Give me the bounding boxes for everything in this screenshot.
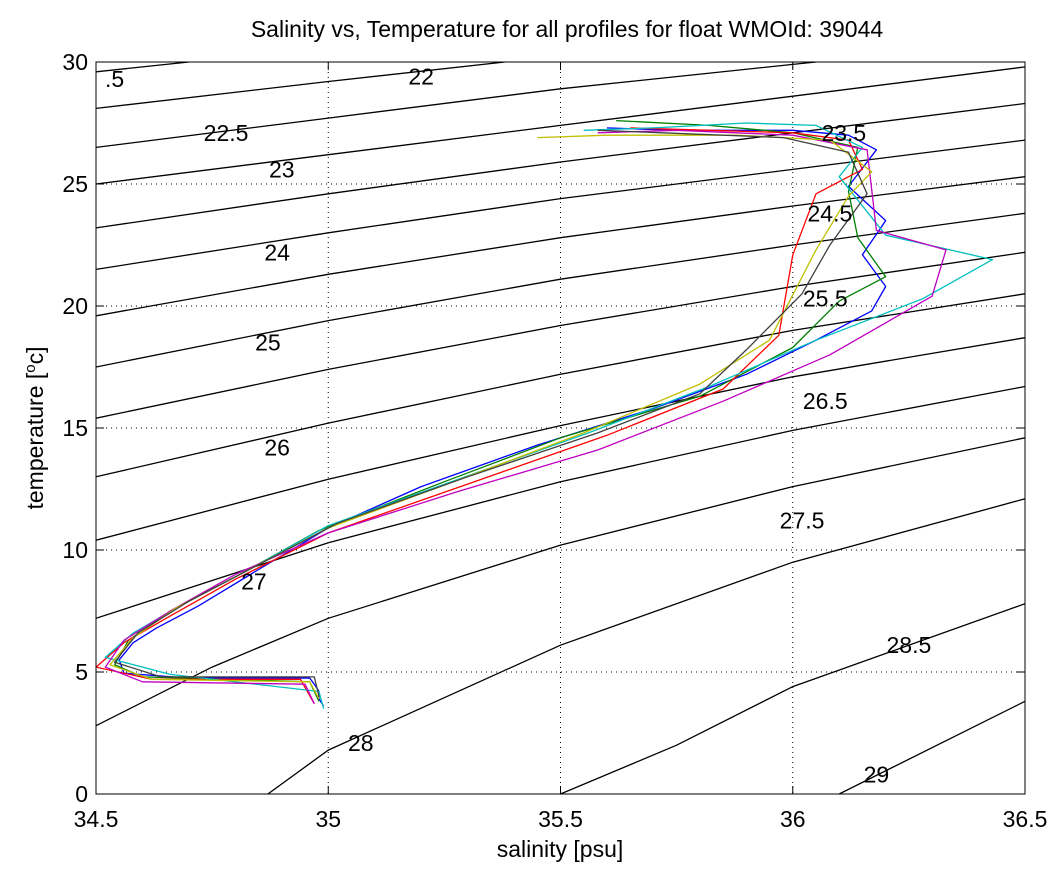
x-tick-label: 36.5 [1003,806,1048,832]
density-contour-line [96,62,817,149]
x-tick-label: 36 [780,806,806,832]
y-tick-label: 25 [62,171,88,197]
contour-label: 23.5 [821,120,866,146]
y-tick-label: 15 [62,415,88,441]
contour-label: 25.5 [803,286,848,312]
chart-title: Salinity vs, Temperature for all profile… [251,16,884,42]
y-tick-label: 0 [75,781,88,807]
y-tick-label: 5 [75,659,88,685]
contour-labels: .5 22 22.5 23 23.5 24 24.5 25 25.5 26 26.5 27 27.5 28… [105,64,931,788]
profile-line [104,122,994,709]
density-contour-line [96,176,1025,317]
contour-label: 29 [864,761,890,787]
x-tick-label: 34.5 [74,806,119,832]
contour-label: 27.5 [780,508,825,534]
y-tick-label: 20 [62,293,88,319]
contour-label: 24.5 [808,200,853,226]
y-axis-label-degree: o [22,364,39,372]
density-contour-line [96,66,1025,185]
density-contour-line [96,293,1025,478]
contour-label: 26 [264,435,290,461]
y-axis-label: temperature [oc] [22,346,49,509]
density-contour-line [96,251,1025,419]
density-contour-line [96,62,505,110]
density-contour-line [96,102,1025,229]
x-tick-label: 35.5 [538,806,583,832]
contour-label: 22.5 [204,120,249,146]
contour-label: 27 [241,569,267,595]
density-contour-line [96,212,1025,368]
contour-label: 22 [408,64,434,90]
contour-label: 26.5 [803,388,848,414]
contour-label: 28 [348,730,374,756]
y-tick-label: 10 [62,537,88,563]
profile-line [104,129,947,704]
contour-label: .5 [105,66,124,92]
density-contours [96,62,1025,794]
y-tick-label: 30 [62,49,88,75]
density-contour-line [96,139,1025,271]
profile-line [109,134,873,700]
density-contour-line [560,603,1025,794]
contour-label: 23 [269,156,295,182]
contour-label: 28.5 [886,632,931,658]
density-contour-line [267,498,1025,794]
y-axis-label-main: temperature [ [22,372,48,509]
contour-label: 24 [264,239,290,265]
x-axis-label: salinity [psu] [497,836,624,862]
profile-series [96,119,994,709]
grid-lines [96,62,1025,794]
contour-label: 25 [255,330,281,356]
x-tick-label: 35 [315,806,341,832]
density-contour-line [838,700,1025,794]
y-axis-label-unit: c] [22,346,48,364]
axis-ticks: 34.5 35 35.5 36 36.5 0 5 10 15 20 25 30 [62,49,1047,832]
density-contour-line [96,62,189,73]
profile-line [113,129,868,697]
density-contour-line [96,337,1025,541]
